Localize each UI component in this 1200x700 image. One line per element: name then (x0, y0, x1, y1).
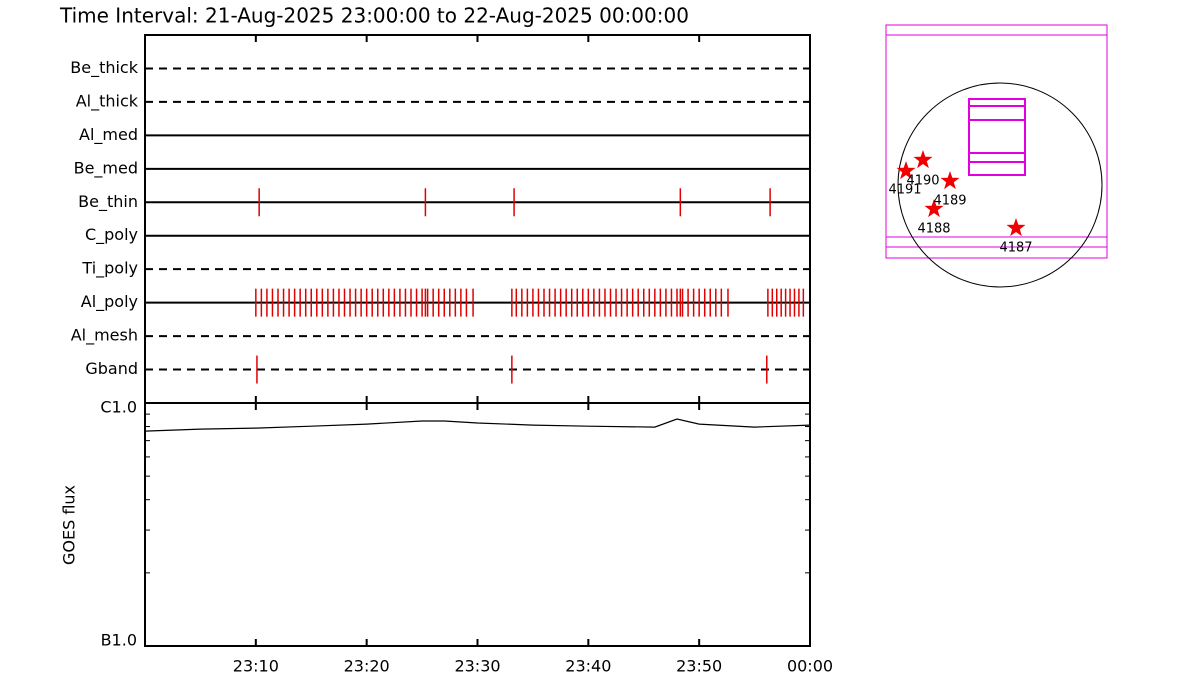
region-star (896, 161, 916, 180)
filter-label: Al_mesh (71, 326, 138, 346)
filter-label: Be_thick (70, 58, 138, 78)
filter-label: Be_thin (78, 192, 138, 212)
region-star (940, 171, 960, 190)
goes-curve (144, 418, 811, 432)
solar-disk (897, 82, 1103, 288)
x-tick-label: 23:10 (233, 657, 279, 676)
region-label: 4190 (906, 174, 939, 189)
x-tick-label: 23:30 (454, 657, 500, 676)
x-tick-label: 00:00 (787, 657, 833, 676)
filter-label: Ti_poly (81, 259, 138, 279)
region-label: 4187 (999, 241, 1032, 256)
filter-label: Al_thick (76, 91, 139, 111)
region-label: 4188 (917, 222, 950, 237)
fov-box (885, 24, 1108, 259)
region-star (924, 199, 944, 218)
y-tick-label: C1.0 (100, 398, 137, 417)
x-tick-label: 23:20 (344, 657, 390, 676)
filter-label: Al_poly (81, 292, 138, 312)
filter-label: C_poly (85, 225, 138, 245)
region-star (1006, 218, 1026, 237)
region-label: 4189 (933, 194, 966, 209)
xrt-fov (968, 98, 1026, 176)
filter-label: Al_med (79, 125, 138, 145)
map: 4191 4190 4189 4188 4187 (885, 24, 1108, 288)
filter-label: Gband (85, 359, 138, 378)
y-axis-label: GOES flux (60, 485, 79, 565)
y-tick-label: B1.0 (101, 631, 137, 650)
region-star (913, 150, 933, 169)
region-label: 4191 (888, 183, 921, 198)
x-tick-label: 23:50 (676, 657, 722, 676)
filter-label: Be_med (74, 158, 138, 178)
x-tick-label: 23:40 (565, 657, 611, 676)
chart-title: Time Interval: 21-Aug-2025 23:00:00 to 2… (59, 4, 689, 28)
